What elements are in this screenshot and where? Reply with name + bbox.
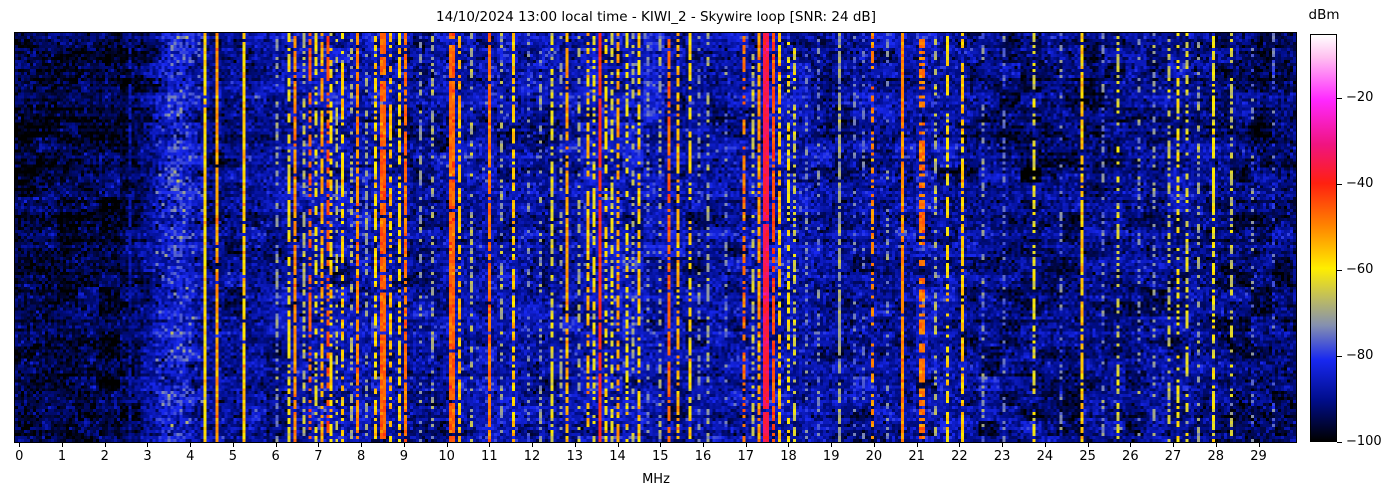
x-tick bbox=[403, 443, 405, 447]
x-tick bbox=[446, 443, 448, 447]
colorbar-unit-label: dBm bbox=[1308, 7, 1340, 23]
x-tick bbox=[703, 443, 704, 447]
x-tick bbox=[1130, 443, 1132, 447]
x-tick bbox=[104, 443, 106, 447]
x-tick-label: 14 bbox=[609, 449, 626, 464]
colorbar-tick-label: −20 bbox=[1346, 90, 1374, 106]
x-tick bbox=[489, 443, 491, 447]
x-tick-label: 26 bbox=[1122, 449, 1139, 464]
colorbar-tick bbox=[1337, 184, 1342, 186]
chart-title: 14/10/2024 13:00 local time - KIWI_2 - S… bbox=[436, 9, 876, 25]
x-tick bbox=[1173, 443, 1175, 447]
x-tick-label: 25 bbox=[1079, 449, 1096, 464]
x-tick-label: 23 bbox=[993, 449, 1011, 464]
x-tick bbox=[788, 443, 790, 447]
x-tick-label: 24 bbox=[1036, 449, 1054, 464]
x-tick-label: 9 bbox=[399, 449, 408, 464]
x-tick bbox=[831, 443, 833, 447]
x-tick-label: 27 bbox=[1164, 449, 1182, 464]
x-tick-label: 6 bbox=[271, 449, 280, 464]
x-tick bbox=[19, 443, 21, 447]
x-tick-label: 20 bbox=[865, 449, 883, 464]
x-tick bbox=[916, 443, 918, 447]
x-tick bbox=[1258, 443, 1260, 447]
x-tick-label: 4 bbox=[186, 449, 195, 464]
x-tick-label: 17 bbox=[737, 449, 754, 464]
x-tick-label: 12 bbox=[523, 449, 541, 464]
colorbar-tick bbox=[1337, 356, 1342, 358]
x-tick-label: 28 bbox=[1207, 449, 1225, 464]
x-tick bbox=[318, 443, 320, 447]
x-tick bbox=[660, 443, 662, 447]
x-tick bbox=[1044, 443, 1046, 447]
x-tick bbox=[1087, 443, 1089, 447]
x-tick-label: 13 bbox=[566, 449, 584, 464]
x-tick-label: 8 bbox=[356, 449, 366, 464]
x-tick bbox=[745, 443, 747, 447]
x-tick-label: 7 bbox=[314, 449, 323, 464]
waterfall-canvas bbox=[15, 33, 1296, 442]
x-tick-label: 16 bbox=[694, 449, 712, 464]
x-tick-label: 5 bbox=[228, 449, 238, 464]
colorbar-tick-label: −100 bbox=[1346, 434, 1382, 449]
x-tick-label: 11 bbox=[481, 449, 498, 464]
x-tick-label: 0 bbox=[15, 449, 24, 464]
x-tick-label: 18 bbox=[780, 449, 797, 464]
colorbar bbox=[1310, 34, 1337, 442]
x-tick bbox=[232, 443, 234, 447]
colorbar-tick-label: −60 bbox=[1346, 262, 1374, 278]
x-tick-label: 21 bbox=[908, 449, 925, 464]
x-tick bbox=[361, 443, 363, 447]
x-tick bbox=[959, 443, 961, 447]
x-tick bbox=[1215, 443, 1217, 447]
x-tick-label: 15 bbox=[651, 449, 669, 464]
x-tick bbox=[190, 443, 192, 447]
colorbar-tick bbox=[1337, 98, 1342, 100]
x-tick-label: 29 bbox=[1250, 449, 1267, 464]
x-tick-label: 10 bbox=[438, 449, 455, 464]
spectrogram-plot bbox=[14, 32, 1297, 443]
colorbar-tick-label: −40 bbox=[1346, 176, 1374, 192]
x-axis-label: MHz bbox=[642, 472, 670, 487]
x-tick bbox=[1002, 443, 1004, 447]
x-tick bbox=[147, 443, 149, 447]
x-tick bbox=[62, 443, 63, 447]
x-tick-label: 1 bbox=[57, 449, 67, 464]
x-tick bbox=[275, 443, 277, 447]
x-tick bbox=[617, 443, 619, 447]
x-tick bbox=[873, 443, 875, 447]
x-tick-label: 2 bbox=[100, 449, 109, 464]
x-tick bbox=[574, 443, 576, 447]
x-tick-label: 19 bbox=[822, 449, 840, 464]
colorbar-tick bbox=[1337, 270, 1342, 272]
colorbar-tick-label: −80 bbox=[1346, 348, 1374, 364]
x-tick-label: 22 bbox=[951, 449, 968, 464]
colorbar-tick bbox=[1337, 442, 1342, 443]
x-tick-label: 3 bbox=[143, 449, 152, 464]
x-tick bbox=[532, 443, 534, 447]
